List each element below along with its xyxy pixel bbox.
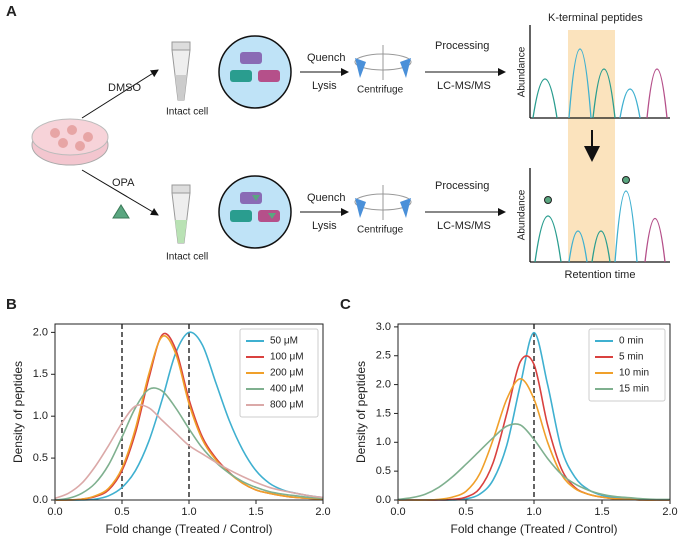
x-tick-label: 1.0 [181,506,196,518]
y-tick-label: 1.5 [33,368,48,380]
step-label: Lysis [312,220,337,232]
plot-frame [54,323,324,501]
centrifuge [354,185,412,220]
legend-label: 100 μM [270,352,304,363]
density-line [54,331,324,501]
step-label: Processing [435,40,489,52]
x-tick-label: 0.5 [458,506,473,518]
panel-a: A DMSO OPA Intact cell Intact cell Quenc… [6,3,670,281]
legend-label: 800 μM [270,400,304,411]
legend-label: 400 μM [270,384,304,395]
cell-label: Intact cell [166,107,208,118]
density-line [397,378,670,501]
legend-label: 5 min [619,352,643,363]
y-axis-label: Density of peptides [11,361,25,463]
petri-dish [31,118,109,166]
x-tick-label: 1.0 [526,506,541,518]
y-tick-label: 2.0 [376,378,391,390]
panel-letter: B [6,296,17,313]
step-label: Centrifuge [357,85,404,96]
cell-zoom [218,35,292,109]
panel-letter: A [6,3,17,20]
panel-letter: C [340,296,351,313]
y-tick-label: 1.0 [33,410,48,422]
axis-label: Abundance [517,189,528,240]
chromatogram [529,25,670,263]
legend-label: 0 min [619,336,643,347]
legend-label: 10 min [619,368,649,379]
step-label: LC-MS/MS [437,220,491,232]
legend-label: 15 min [619,384,649,395]
arrow [81,169,159,216]
y-tick-label: 0.5 [33,452,48,464]
x-tick-label: 1.5 [594,506,609,518]
treatment-label: OPA [112,177,135,189]
y-axis-label: Density of peptides [354,361,368,463]
y-tick-label: 2.5 [376,350,391,362]
legend-box [588,328,666,402]
x-tick-label: 0.0 [47,506,62,518]
density-line [54,404,324,500]
legend-label: 50 μM [270,336,298,347]
chromatogram-title: K-terminal peptides [548,12,643,24]
y-tick-label: 3.0 [376,321,391,333]
legend-label: 200 μM [270,368,304,379]
opa-icon [112,204,130,219]
x-tick-label: 0.5 [114,506,129,518]
step-label: Lysis [312,80,337,92]
density-line [54,335,324,501]
y-tick-label: 0.5 [376,465,391,477]
density-line [397,423,671,501]
axis-label: Retention time [565,269,636,281]
centrifuge [354,45,412,80]
y-tick-label: 0.0 [33,494,48,506]
x-tick-label: 2.0 [315,506,330,518]
tube [171,184,191,244]
x-axis-label: Fold change (Treated / Control) [106,522,273,536]
x-axis-label: Fold change (Treated / Control) [451,522,618,536]
cell-zoom [218,175,292,249]
axis-label: Abundance [517,46,528,97]
x-tick-label: 2.0 [662,506,677,518]
legend-box [239,328,319,418]
step-label: LC-MS/MS [437,80,491,92]
step-label: Quench [307,52,346,64]
step-label: Centrifuge [357,225,404,236]
label-dot [544,196,552,204]
label-dot [622,176,630,184]
x-tick-label: 1.5 [248,506,263,518]
plot-frame [397,323,671,501]
y-tick-label: 1.0 [376,436,391,448]
step-label: Processing [435,180,489,192]
cell-label: Intact cell [166,252,208,263]
y-tick-label: 1.5 [376,407,391,419]
y-tick-label: 0.0 [376,494,391,506]
y-tick-label: 2.0 [33,326,48,338]
density-line [54,387,324,501]
step-label: Quench [307,192,346,204]
arrow [81,69,159,119]
tube [171,41,191,101]
treatment-label: DMSO [108,82,141,94]
x-tick-label: 0.0 [390,506,405,518]
